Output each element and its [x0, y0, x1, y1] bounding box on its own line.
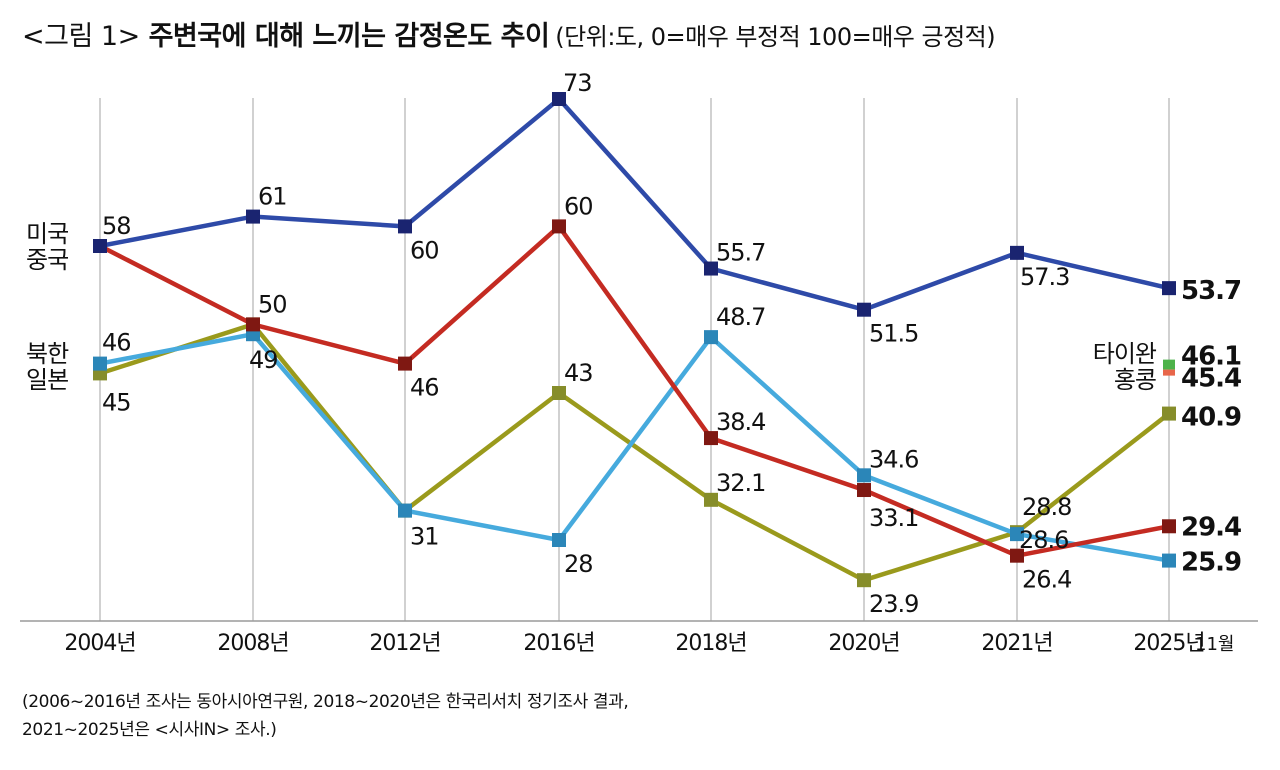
data-point-북한	[552, 386, 566, 400]
footnote: (2006~2016년 조사는 동아시아연구원, 2018~2020년은 한국리…	[22, 688, 629, 744]
data-point-일본	[398, 503, 412, 518]
footnote-line-2: 2021~2025년은 <시사IN> 조사.)	[22, 720, 277, 740]
data-label-미국: 73	[563, 69, 592, 97]
data-label-중국: 29.4	[1181, 512, 1241, 542]
chart-unit-note: (단위:도, 0=매우 부정적 100=매우 긍정적)	[555, 23, 996, 51]
data-point-중국	[552, 219, 566, 234]
data-label-미국: 51.5	[869, 320, 918, 348]
data-label-북한: 45	[102, 388, 131, 416]
legend-label-taiwan-hk: 타이완 홍콩	[1076, 340, 1157, 394]
data-label-일본: 28	[564, 550, 593, 578]
legend-label-us-china: 미국 중국	[26, 220, 69, 274]
data-point-일본	[857, 468, 871, 483]
legend-label-japan: 일본	[26, 366, 69, 394]
data-point-일본	[93, 356, 107, 371]
legend-label-taiwan: 타이완	[1092, 340, 1157, 368]
series-line-북한	[99, 321, 1171, 583]
data-point-미국	[857, 302, 871, 317]
data-point-중국	[398, 356, 412, 371]
footnote-line-1: (2006~2016년 조사는 동아시아연구원, 2018~2020년은 한국리…	[22, 692, 629, 712]
figure-number: <그림 1>	[22, 21, 140, 52]
data-label-타이완: 46.1	[1181, 342, 1241, 372]
legend-label-us: 미국	[26, 220, 69, 248]
data-label-미국: 57.3	[1020, 263, 1069, 291]
chart-title-text: 주변국에 대해 느끼는 감정온도 추이	[148, 21, 550, 52]
data-point-미국	[246, 209, 260, 224]
data-point-미국	[398, 219, 412, 234]
data-label-북한: 32.1	[716, 469, 765, 497]
data-point-일본	[552, 533, 566, 547]
data-point-홍콩	[1163, 369, 1175, 376]
line-chart: 2004년 2008년 2012년 2016년 2018년 2020년 2021년 2025년…	[20, 69, 1258, 656]
data-label-미국: 55.7	[716, 239, 765, 267]
data-label-북한: 23.9	[869, 590, 918, 618]
data-label-북한: 40.9	[1181, 403, 1241, 433]
x-tick-label: 2025년	[1133, 631, 1204, 656]
data-label-미국: 61	[258, 183, 287, 211]
data-label-일본: 25.9	[1181, 548, 1241, 578]
data-label-미국: 60	[410, 236, 439, 264]
x-tick-label: 2012년	[369, 631, 440, 656]
data-point-미국	[93, 239, 107, 253]
chart-title-row: <그림 1> 주변국에 대해 느끼는 감정온도 추이 (단위:도, 0=매우 부정…	[22, 14, 996, 53]
data-point-중국	[246, 317, 260, 332]
data-label-북한: 43	[564, 359, 593, 387]
data-label-일본: 28.6	[1019, 526, 1068, 554]
legend-label-nk-japan: 북한 일본	[26, 340, 69, 394]
data-label-일본: 46	[102, 329, 131, 357]
data-point-일본	[1162, 553, 1176, 568]
data-point-중국	[857, 483, 871, 498]
data-point-북한	[704, 492, 718, 507]
data-point-미국	[704, 261, 718, 276]
data-point-북한	[857, 573, 871, 588]
x-tick-suffix: 11월	[1195, 634, 1234, 655]
x-tick-label: 2020년	[828, 631, 899, 656]
data-label-중국: 26.4	[1022, 566, 1071, 594]
data-label-홍콩: 45.4	[1181, 364, 1241, 394]
data-label-중국: 33.1	[869, 504, 918, 532]
data-point-미국	[1010, 245, 1024, 260]
data-label-일본: 48.7	[716, 303, 765, 331]
data-label-일본: 31	[410, 523, 439, 551]
data-point-중국	[1010, 548, 1024, 563]
data-label-미국: 58	[102, 212, 131, 240]
x-tick-label: 2004년	[64, 631, 135, 656]
data-label-미국: 53.7	[1181, 276, 1241, 306]
x-tick-label: 2008년	[217, 631, 288, 656]
x-tick-label: 2016년	[523, 631, 594, 656]
data-label-중국: 38.4	[716, 408, 765, 436]
x-tick-label: 2018년	[675, 631, 746, 656]
chart-title: <그림 1> 주변국에 대해 느끼는 감정온도 추이	[22, 21, 550, 52]
data-point-타이완	[1163, 359, 1175, 370]
data-point-미국	[1162, 281, 1176, 296]
data-point-미국	[552, 92, 566, 106]
data-point-일본	[1010, 527, 1024, 542]
data-label-북한: 28.8	[1022, 493, 1071, 521]
legend-label-north-korea: 북한	[26, 340, 69, 368]
series-line-중국	[98, 223, 1170, 559]
legend-label-china: 중국	[26, 246, 69, 274]
series-line-미국	[99, 95, 1170, 313]
data-label-중국: 46	[410, 374, 439, 402]
data-point-중국	[1162, 519, 1176, 534]
legend-label-hongkong: 홍콩	[1113, 366, 1157, 394]
data-point-일본	[704, 330, 718, 345]
data-label-중국: 50	[258, 290, 287, 318]
series-line-일본	[99, 331, 1170, 563]
data-label-중국: 60	[564, 192, 593, 220]
data-label-일본: 49	[249, 346, 278, 374]
data-point-북한	[1162, 406, 1176, 421]
x-tick-label: 2021년	[981, 631, 1052, 656]
data-label-일본: 34.6	[869, 445, 918, 473]
data-point-중국	[704, 431, 718, 446]
